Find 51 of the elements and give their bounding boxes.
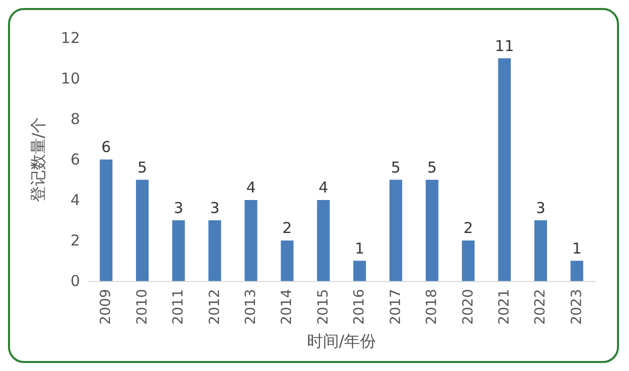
- data-label: 2: [463, 219, 474, 237]
- bar: [498, 58, 511, 281]
- data-label: 1: [572, 239, 582, 258]
- y-axis-title: 登记数量/个: [28, 116, 48, 202]
- x-tick-label: 2021: [496, 289, 512, 325]
- x-tick-label: 2011: [170, 289, 187, 325]
- data-label: 1: [354, 239, 364, 258]
- bar: [534, 220, 548, 281]
- bar: [136, 180, 149, 281]
- bar: [462, 240, 475, 281]
- x-tick-label: 2010: [134, 289, 150, 325]
- x-tick-label: 2022: [532, 289, 549, 325]
- bar: [208, 220, 222, 281]
- bar: [172, 220, 185, 281]
- data-label: 2: [282, 219, 292, 237]
- x-tick-label: 2018: [424, 289, 440, 325]
- bar: [317, 200, 330, 281]
- x-axis-title: 时间/年份: [306, 332, 376, 350]
- x-tick-label: 2015: [315, 289, 332, 325]
- x-tick-label: 2009: [98, 289, 114, 325]
- bar: [389, 180, 402, 281]
- x-tick-label: 2017: [388, 289, 404, 325]
- x-tick-label: 2012: [206, 289, 223, 325]
- y-tick-label: 12: [60, 29, 80, 47]
- y-tick-label: 0: [70, 272, 80, 290]
- data-label: 3: [174, 198, 184, 217]
- bar: [353, 260, 366, 281]
- bar: [426, 180, 438, 281]
- data-label: 6: [101, 138, 111, 156]
- bar: [100, 160, 112, 281]
- y-tick-label: 10: [60, 70, 80, 88]
- x-tick-label: 2023: [568, 289, 585, 325]
- y-tick-label: 6: [70, 150, 80, 168]
- x-tick-label: 2020: [460, 289, 476, 325]
- y-tick-label: 8: [70, 110, 80, 128]
- data-label: 5: [391, 158, 401, 176]
- data-label: 5: [427, 158, 437, 176]
- y-tick-label: 2: [70, 232, 80, 250]
- data-label: 4: [318, 178, 328, 196]
- bar: [280, 240, 294, 281]
- data-label: 5: [138, 158, 148, 176]
- data-label: 11: [494, 36, 514, 55]
- x-tick-label: 2016: [352, 288, 368, 325]
- bar: [570, 260, 584, 281]
- data-label: 4: [246, 178, 256, 196]
- y-tick-label: 4: [70, 191, 80, 209]
- data-label: 3: [210, 198, 220, 217]
- x-tick-label: 2014: [279, 288, 296, 325]
- bar: [244, 200, 258, 281]
- data-label: 3: [536, 198, 546, 217]
- x-tick-label: 2013: [242, 289, 259, 325]
